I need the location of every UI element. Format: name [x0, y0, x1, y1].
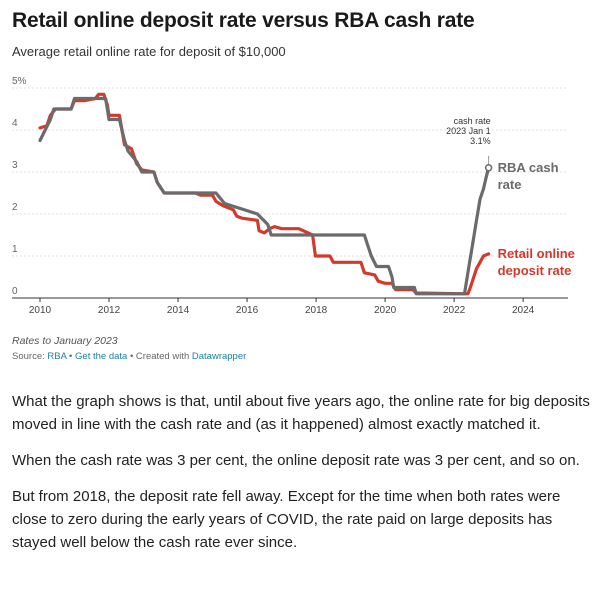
retail-online-deposit-rate-label-line: Retail online	[498, 246, 575, 261]
chart-notes: Rates to January 2023	[12, 335, 118, 347]
annotation-text: cash rate	[454, 116, 491, 126]
get-data-link[interactable]: Get the data	[75, 351, 128, 362]
rba-cash-rate-label-line: RBA cash	[498, 160, 559, 175]
series-lines	[38, 92, 491, 296]
retail-online-deposit-rate-label-line: deposit rate	[498, 263, 572, 278]
rba-source-link[interactable]: RBA	[47, 351, 67, 362]
x-tick-label: 2010	[29, 305, 52, 316]
y-tick-label: 1	[12, 244, 18, 255]
y-tick-label: 4	[12, 118, 18, 129]
datawrapper-link[interactable]: Datawrapper	[191, 351, 247, 362]
rba-cash-rate-label: RBA cash rate	[498, 160, 559, 192]
article-paragraph: But from 2018, the deposit rate fell awa…	[12, 488, 561, 551]
y-tick-label: 0	[12, 286, 18, 297]
article-paragraph: What the graph shows is that, until abou…	[12, 393, 590, 433]
chart-subtitle: Average retail online rate for deposit o…	[12, 44, 286, 59]
annotation-point	[484, 164, 493, 172]
chart-title: Retail online deposit rate versus RBA ca…	[12, 9, 475, 32]
x-tick-label: 2020	[374, 305, 397, 316]
x-tick-label: 2024	[512, 305, 535, 316]
article-body: What the graph shows is that, until abou…	[12, 390, 592, 567]
chart-source: Source: RBA • Get the data • Created wit…	[12, 351, 246, 362]
y-tick-label: 5%	[12, 76, 27, 87]
source-prefix: Source:	[12, 351, 48, 362]
series-labels: RBA cash rate Retail online deposit rate	[498, 160, 575, 278]
gridlines	[12, 87, 568, 299]
y-tick-label: 3	[12, 160, 18, 171]
x-tick-label: 2022	[443, 305, 466, 316]
x-tick-label: 2012	[98, 305, 121, 316]
retail-online-deposit-rate-label: Retail online deposit rate	[498, 246, 575, 278]
annotation-text: 3.1%	[470, 136, 491, 146]
annotation-text: 2023 Jan 1	[446, 126, 491, 136]
y-axis-ticks: 0 1 2 3 4 5%	[12, 76, 27, 297]
rba-cash-rate-label-line: rate	[498, 177, 522, 192]
article-paragraph: When the cash rate was 3 per cent, the o…	[12, 452, 580, 469]
rba-cash-rate-line	[38, 96, 491, 296]
x-axis-ticks: 2010 2012 2014 2016 2018 2020 2022 2024	[29, 298, 535, 316]
created-with-text: • Created with	[127, 351, 192, 362]
x-tick-label: 2016	[236, 305, 259, 316]
x-tick-label: 2018	[305, 305, 328, 316]
x-tick-label: 2014	[167, 305, 190, 316]
line-chart: 0 1 2 3 4 5% 2010 2012 2014 2016 2018 2020 2022 2024…	[12, 76, 575, 316]
y-tick-label: 2	[12, 202, 18, 213]
source-separator: •	[66, 351, 76, 362]
retail-online-deposit-rate-line	[38, 92, 491, 296]
